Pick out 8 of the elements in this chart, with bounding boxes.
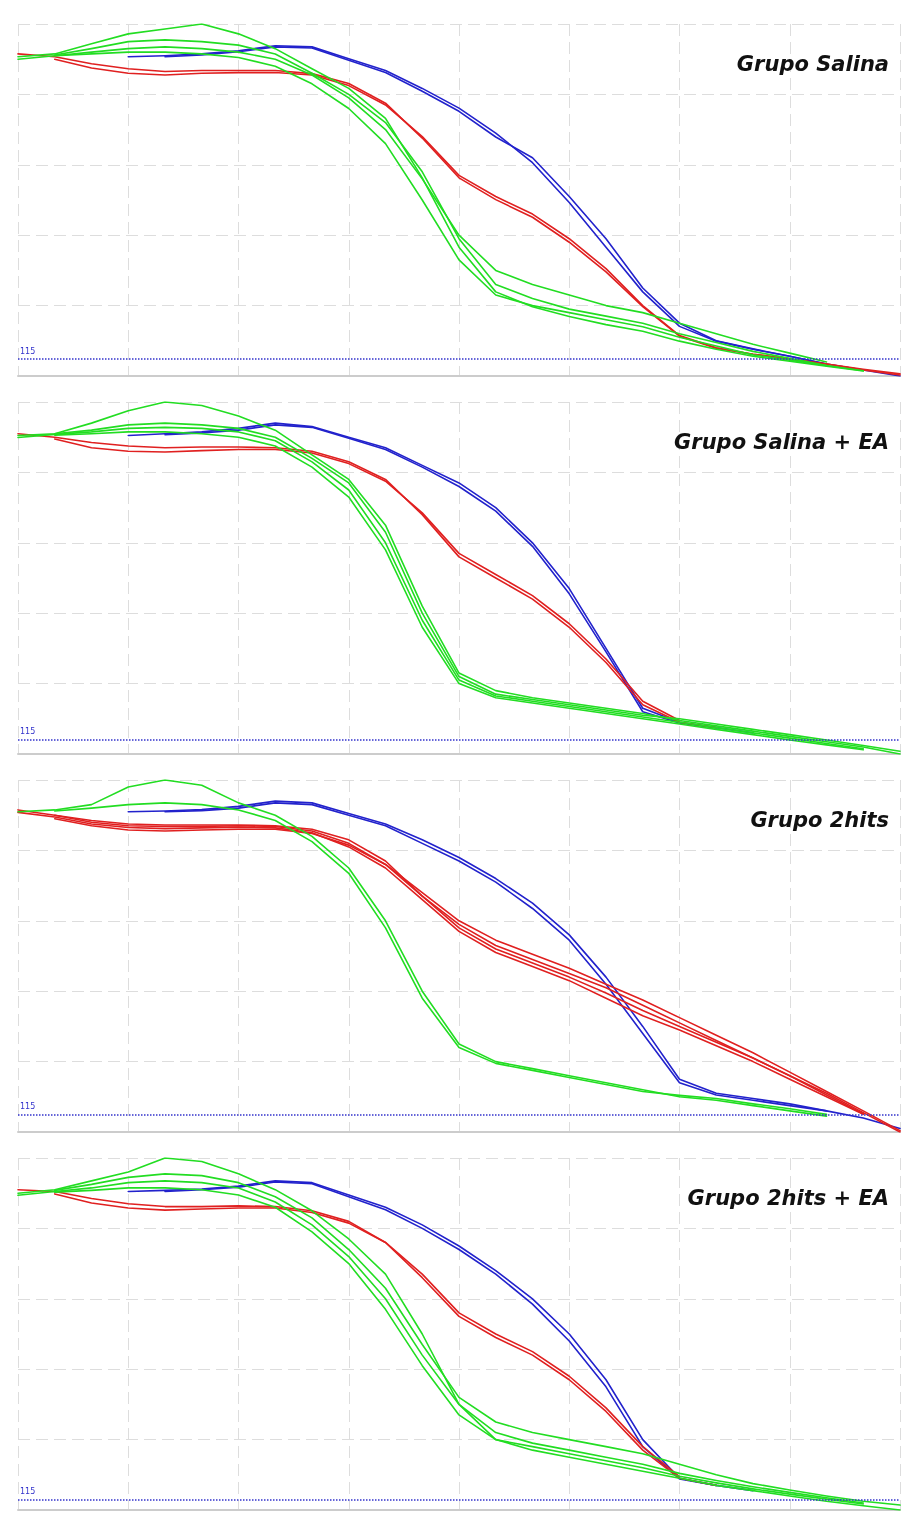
text: Grupo 2hits (750, 807, 890, 832)
annotation: 115 (20, 727, 36, 737)
text: Grupo 2hits + EA (687, 1185, 890, 1210)
text: Grupo Salina + EA (674, 429, 890, 454)
annotation: 115 (20, 346, 36, 356)
annotation: 115 (20, 1101, 36, 1111)
annotation: 115 (20, 1486, 36, 1496)
text: Grupo Salina (736, 51, 890, 76)
